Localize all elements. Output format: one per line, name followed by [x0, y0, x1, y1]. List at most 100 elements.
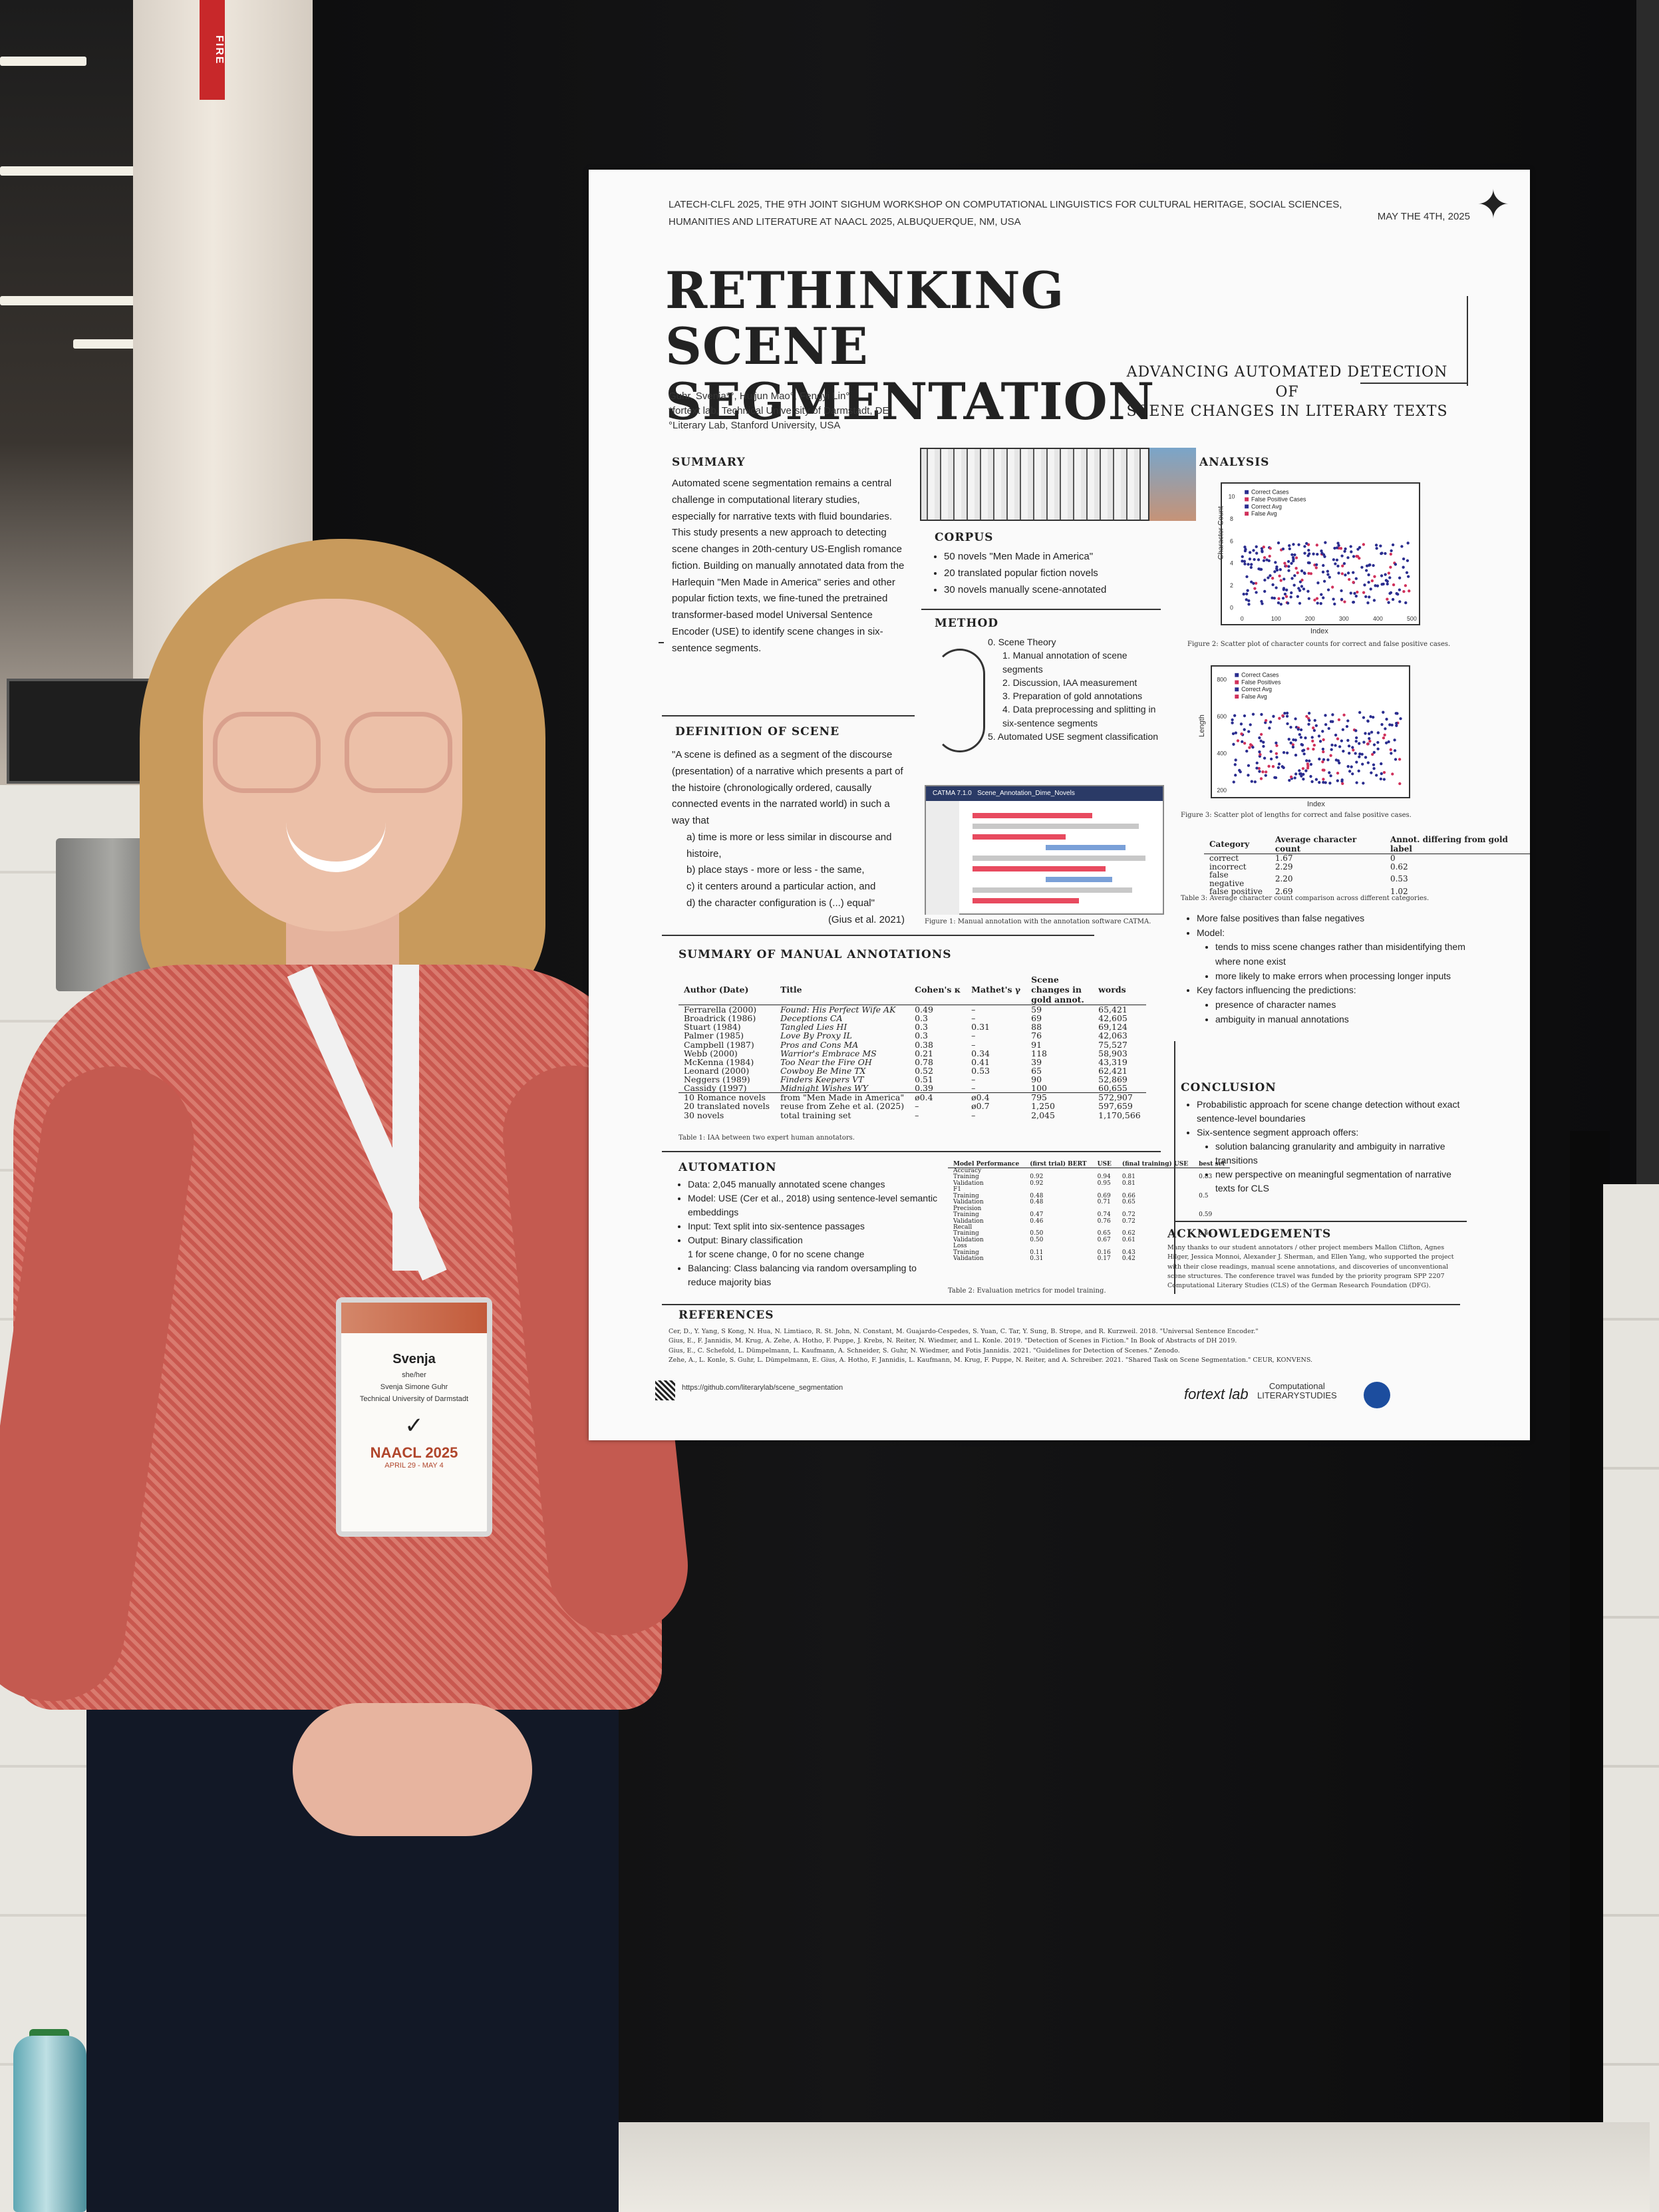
scatter-point: [1306, 554, 1310, 557]
table2-evaluation-metrics: Model Performance (first trial) BERT USE…: [948, 1161, 1231, 1263]
table2-cell: 0.72: [1122, 1211, 1135, 1219]
scatter-point: [1307, 722, 1310, 726]
scatter-point: [1342, 713, 1346, 716]
ceiling-light: [0, 296, 146, 305]
scatter-point: [1268, 554, 1271, 558]
scatter-point: [1331, 713, 1334, 716]
table1-cell: Cassidy (1997): [684, 1083, 747, 1094]
scatter-plot-character-count: 0 100 200 300 400 500 0 2 4 6 8 10 Correct Cases Fals…: [1221, 482, 1420, 625]
scatter-point: [1305, 759, 1308, 762]
scatter-point: [1394, 712, 1398, 715]
table1-cell: Neggers (1989): [684, 1074, 750, 1084]
scatter-point: [1340, 597, 1344, 601]
table1-cell: 0.31: [971, 1022, 990, 1032]
scatter-point: [1304, 736, 1307, 740]
poster-authors: Guhr, Svenja*°, Huijun Mao°, Fengyi Lin°…: [669, 389, 889, 432]
table1-cell: –: [915, 1101, 919, 1112]
scatter-point: [1393, 749, 1397, 752]
legend-entry: Correct Cases: [1251, 489, 1289, 496]
corpus-heading: CORPUS: [935, 531, 994, 544]
table1-cell: from "Men Made in America": [775, 1092, 910, 1102]
scatter-point: [1321, 768, 1324, 772]
scatter-point: [1368, 563, 1371, 567]
table1-row: Campbell (1987) Pros and Cons MA 0.38 – 91 75…: [679, 1040, 1146, 1048]
scatter-point: [1394, 563, 1398, 566]
scatter-point: [1241, 555, 1244, 558]
annotation-highlight: [973, 813, 1092, 818]
poster-title-line2: SEGMENTATION: [665, 372, 1155, 432]
conclusion-sub-item: new perspective on meaningful segmentati…: [1215, 1168, 1473, 1195]
y-tick-label: 600: [1217, 713, 1227, 720]
poster-header-line1: LATECH-CLFL 2025, THE 9TH JOINT SIGHUM W…: [669, 199, 1342, 210]
scatter-point: [1291, 555, 1295, 559]
summary-text: Automated scene segmentation remains a c…: [672, 478, 905, 654]
scatter-point: [1322, 738, 1325, 742]
scatter-point: [1245, 598, 1248, 601]
section-rule: [662, 1304, 1460, 1305]
scatter-point: [1387, 571, 1391, 575]
scatter-point: [1402, 565, 1405, 569]
section-rule: [1174, 1221, 1467, 1222]
table2-cell: 0.92: [1030, 1174, 1044, 1181]
scatter-point: [1402, 557, 1406, 561]
scatter-point: [1382, 778, 1386, 781]
scatter-point: [1307, 571, 1310, 575]
table2-cell: 0.44: [1199, 1230, 1213, 1237]
table3-cell: 2.29: [1275, 862, 1293, 871]
scatter-point: [1306, 561, 1310, 565]
scatter-point: [1248, 557, 1252, 561]
table2-row: Accuracy: [948, 1168, 1230, 1175]
scatter-point: [1362, 782, 1365, 785]
scatter-point: [1395, 724, 1398, 727]
table1-cell: –: [971, 1074, 976, 1084]
method-step: 1. Manual annotation of scene segments: [1002, 650, 1128, 675]
table1-cell: 88: [1031, 1022, 1042, 1032]
table1-cell: 90: [1031, 1074, 1042, 1084]
table1-cell: 59: [1031, 1005, 1042, 1015]
scatter-point: [1384, 727, 1387, 730]
table2-body: Accuracy Training 0.92 0.94 0.81 0.83 Validati…: [948, 1168, 1230, 1263]
scatter-point: [1283, 711, 1286, 715]
table2-cell: F1: [953, 1186, 961, 1193]
scatter-point: [1326, 758, 1330, 762]
scatter-point: [1262, 744, 1265, 748]
scatter-point: [1344, 573, 1347, 577]
scatter-point: [1253, 587, 1257, 590]
scatter-point: [1388, 576, 1392, 579]
scatter-point: [1243, 728, 1246, 731]
table2-row: Validation 0.48 0.71 0.65: [948, 1199, 1230, 1205]
scatter-point: [1247, 764, 1251, 767]
table1-cell: Palmer (1985): [684, 1030, 744, 1041]
table2-row: Training 0.92 0.94 0.81 0.83: [948, 1174, 1230, 1180]
scatter-point: [1386, 597, 1389, 601]
scatter-point: [1282, 588, 1286, 591]
poster-title-line1: RETHINKING SCENE: [665, 261, 1065, 376]
scatter-point: [1273, 776, 1277, 779]
table1-cell: 100: [1031, 1083, 1047, 1094]
table2-cell: Training: [953, 1211, 979, 1219]
scatter-point: [1322, 579, 1326, 583]
scatter-point: [1324, 541, 1327, 544]
scatter-point: [1322, 750, 1325, 754]
table1-cell: –: [915, 1110, 919, 1120]
acknowledgements-heading: ACKNOWLEDGEMENTS: [1167, 1227, 1332, 1241]
table2-cell: Accuracy: [953, 1168, 982, 1174]
definition-items: a) time is more or less similar in disco…: [672, 830, 905, 912]
scatter-point: [1277, 597, 1281, 600]
ceiling-light: [0, 166, 143, 176]
badge-checkmark: ✓: [404, 1413, 424, 1438]
scatter-point: [1383, 733, 1386, 736]
scatter-point: [1372, 767, 1376, 770]
scatter-point: [1329, 774, 1332, 778]
scatter-point: [1290, 561, 1293, 565]
scatter-point: [1293, 574, 1296, 577]
table3-caption: Table 3: Average character count compari…: [1181, 895, 1430, 902]
table1-cell: 118: [1031, 1048, 1047, 1058]
scatter-point: [1324, 722, 1328, 726]
scatter-point: [1309, 762, 1313, 766]
scatter-point: [1257, 567, 1261, 571]
scatter-point: [1279, 579, 1282, 582]
scatter-point: [1232, 780, 1235, 784]
scatter-point: [1385, 717, 1388, 721]
scatter-point: [1301, 767, 1305, 770]
